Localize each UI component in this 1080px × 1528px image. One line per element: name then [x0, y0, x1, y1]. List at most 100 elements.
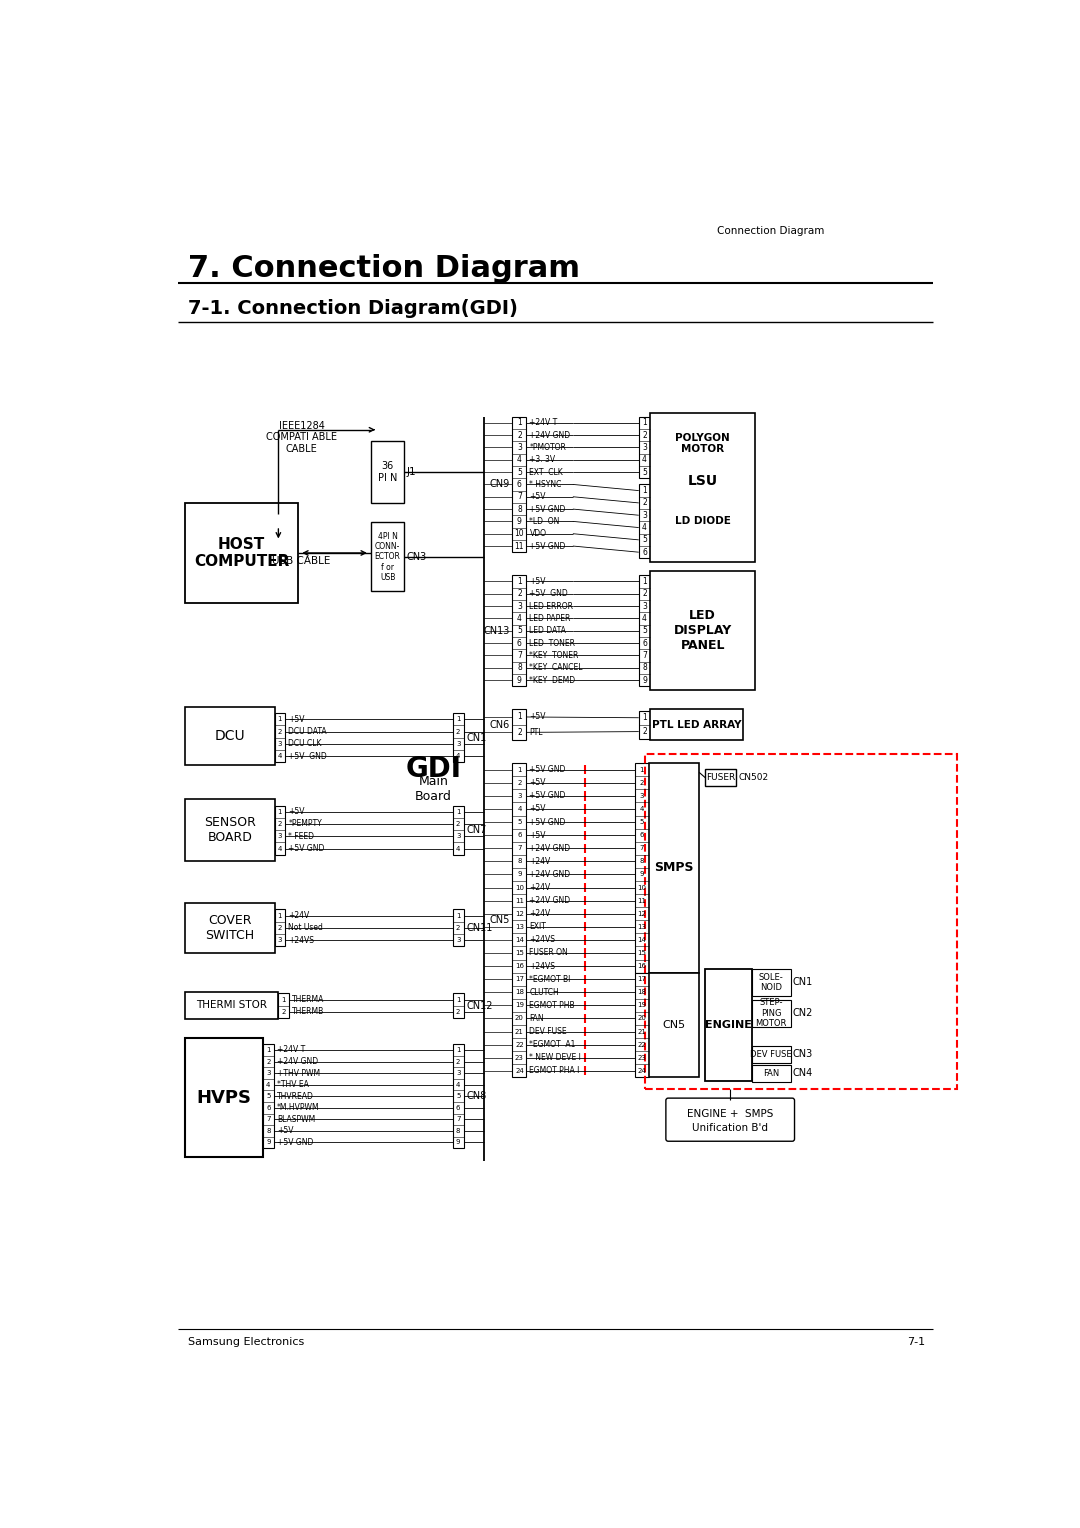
Text: Not Used: Not Used	[288, 923, 323, 932]
Text: THERMA: THERMA	[293, 995, 325, 1004]
Text: 1: 1	[643, 419, 647, 428]
Bar	[752, 969, 791, 996]
Text: Connection Diagram: Connection Diagram	[717, 226, 824, 237]
Text: 1: 1	[639, 767, 644, 773]
Text: 8: 8	[643, 663, 647, 672]
Bar	[512, 709, 526, 740]
Text: 2: 2	[517, 590, 522, 599]
Bar	[650, 413, 755, 562]
Text: +THV PWM: +THV PWM	[276, 1068, 320, 1077]
Text: +24V: +24V	[529, 857, 551, 866]
Text: EXT  CLK: EXT CLK	[529, 468, 564, 477]
Text: 7: 7	[517, 845, 522, 851]
Text: 5: 5	[639, 819, 644, 825]
Text: +24V GND: +24V GND	[276, 1057, 318, 1067]
Text: SMPS: SMPS	[654, 862, 693, 874]
Text: 4: 4	[278, 753, 282, 759]
Text: +5V GND: +5V GND	[529, 504, 566, 513]
Text: CN12: CN12	[467, 1001, 494, 1010]
Text: 1: 1	[517, 578, 522, 585]
Text: 1: 1	[517, 419, 522, 428]
Bar	[279, 993, 289, 1018]
Bar	[752, 1045, 791, 1062]
Text: +5V: +5V	[529, 492, 546, 501]
Text: +24V: +24V	[529, 883, 551, 892]
Text: 1: 1	[456, 1047, 460, 1053]
Bar	[638, 484, 650, 558]
Text: VDO: VDO	[529, 529, 546, 538]
Text: 7. Connection Diagram: 7. Connection Diagram	[188, 254, 580, 283]
Text: 3: 3	[517, 443, 522, 452]
Text: CLUTCH: CLUTCH	[529, 987, 559, 996]
Text: HVPS: HVPS	[197, 1089, 252, 1106]
Text: 6: 6	[643, 639, 647, 648]
Text: 11: 11	[515, 897, 524, 903]
Bar	[453, 909, 463, 946]
Text: 24: 24	[515, 1068, 524, 1074]
Text: 20: 20	[637, 1016, 646, 1021]
Text: +5V: +5V	[529, 804, 546, 813]
Text: +3. 3V: +3. 3V	[529, 455, 555, 465]
Text: 36
PI N: 36 PI N	[378, 461, 397, 483]
Text: 16: 16	[637, 963, 646, 969]
Text: 8: 8	[266, 1128, 271, 1134]
Text: 1: 1	[278, 808, 282, 814]
Text: 3: 3	[643, 510, 647, 520]
Text: DEV FUSE: DEV FUSE	[529, 1027, 567, 1036]
Bar	[274, 714, 285, 762]
Bar	[645, 753, 957, 1089]
Text: 7: 7	[266, 1117, 271, 1122]
Text: 4: 4	[266, 1082, 270, 1088]
Text: +5V: +5V	[276, 1126, 294, 1135]
Text: STEP-
PING
MOTOR: STEP- PING MOTOR	[756, 998, 787, 1028]
Text: +24VS: +24VS	[529, 961, 555, 970]
Text: 6: 6	[517, 833, 522, 839]
Text: *LD  ON: *LD ON	[529, 516, 559, 526]
Text: 9: 9	[517, 675, 522, 685]
Text: 2: 2	[456, 924, 460, 931]
Text: GDI: GDI	[405, 755, 461, 782]
Text: 5: 5	[643, 626, 647, 636]
Text: SOLE-
NOID: SOLE- NOID	[759, 972, 784, 992]
Text: +5V GND: +5V GND	[529, 792, 566, 801]
Text: 20: 20	[515, 1016, 524, 1021]
Text: 18: 18	[515, 989, 524, 995]
Bar	[705, 769, 737, 787]
Bar	[512, 762, 526, 1077]
Text: FAN: FAN	[529, 1015, 544, 1022]
Text: +5V GND: +5V GND	[529, 766, 566, 775]
Text: CN3: CN3	[793, 1050, 813, 1059]
Text: 2: 2	[278, 924, 282, 931]
Text: +24V GND: +24V GND	[529, 843, 570, 853]
Text: EGMOT PHA I: EGMOT PHA I	[529, 1067, 580, 1076]
Text: 1: 1	[456, 912, 460, 918]
Text: 3: 3	[643, 602, 647, 611]
Text: *KEY  DEMD: *KEY DEMD	[529, 675, 576, 685]
Text: 1: 1	[643, 714, 647, 723]
Text: 1: 1	[266, 1047, 271, 1053]
Text: +24VS: +24VS	[529, 935, 555, 944]
Bar	[186, 799, 274, 860]
Text: 7-1. Connection Diagram(GDI): 7-1. Connection Diagram(GDI)	[188, 298, 517, 318]
Text: 10: 10	[514, 529, 524, 538]
Text: CN6: CN6	[490, 720, 510, 730]
Bar	[453, 993, 463, 1018]
Text: DCU CLK: DCU CLK	[288, 740, 322, 749]
Text: 2: 2	[643, 498, 647, 507]
Text: 2: 2	[639, 779, 644, 785]
Text: 9: 9	[517, 871, 522, 877]
Text: 9: 9	[456, 1140, 460, 1146]
Text: 7: 7	[456, 1117, 460, 1122]
Bar	[453, 714, 463, 762]
Text: 5: 5	[517, 819, 522, 825]
Text: CN9: CN9	[490, 480, 510, 489]
Text: 12: 12	[637, 911, 646, 917]
Bar	[262, 1044, 273, 1148]
Text: 11: 11	[637, 897, 646, 903]
Text: *PEMPTY: *PEMPTY	[288, 819, 322, 828]
Text: LED DATA: LED DATA	[529, 626, 566, 636]
Text: 4: 4	[517, 614, 522, 623]
Text: 1: 1	[456, 717, 460, 723]
Text: 4PI N
CONN-
ECTOR
f or
USB: 4PI N CONN- ECTOR f or USB	[375, 532, 401, 582]
Text: 8: 8	[517, 663, 522, 672]
